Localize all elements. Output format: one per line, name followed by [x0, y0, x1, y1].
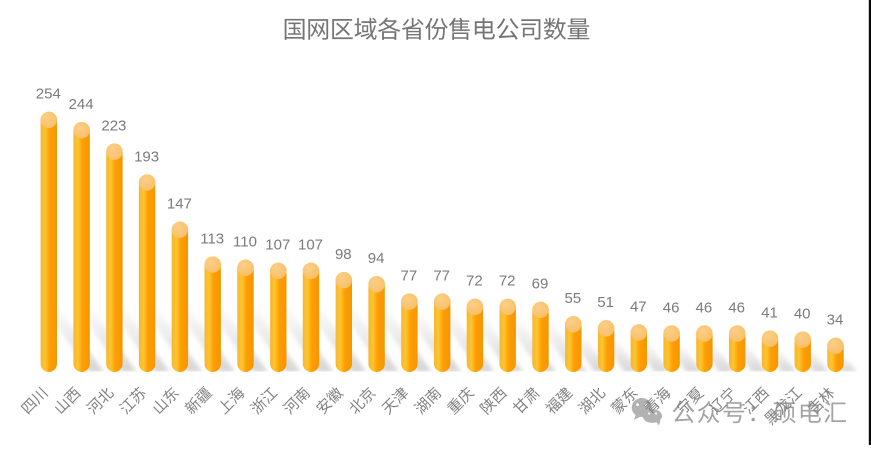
svg-text:94: 94	[368, 250, 385, 267]
svg-text:147: 147	[167, 196, 192, 213]
svg-text:107: 107	[265, 237, 290, 254]
svg-text:107: 107	[298, 237, 323, 254]
svg-text:254: 254	[36, 86, 61, 103]
svg-text:72: 72	[466, 273, 483, 290]
svg-text:51: 51	[597, 294, 614, 311]
svg-text:98: 98	[335, 246, 352, 263]
svg-text:34: 34	[827, 312, 844, 329]
svg-text:47: 47	[630, 298, 647, 315]
svg-text:110: 110	[233, 234, 257, 251]
svg-text:113: 113	[200, 231, 224, 248]
svg-text:223: 223	[101, 118, 126, 135]
svg-text:46: 46	[663, 299, 680, 316]
svg-text:41: 41	[761, 305, 778, 322]
svg-text:77: 77	[433, 268, 450, 285]
svg-text:46: 46	[696, 299, 713, 316]
svg-text:55: 55	[564, 290, 581, 307]
svg-text:77: 77	[401, 268, 418, 285]
svg-text:72: 72	[499, 273, 516, 290]
svg-text:40: 40	[794, 306, 811, 323]
svg-text:46: 46	[728, 299, 745, 316]
svg-text:193: 193	[134, 148, 159, 165]
svg-text:244: 244	[69, 96, 94, 113]
svg-text:69: 69	[532, 276, 549, 293]
